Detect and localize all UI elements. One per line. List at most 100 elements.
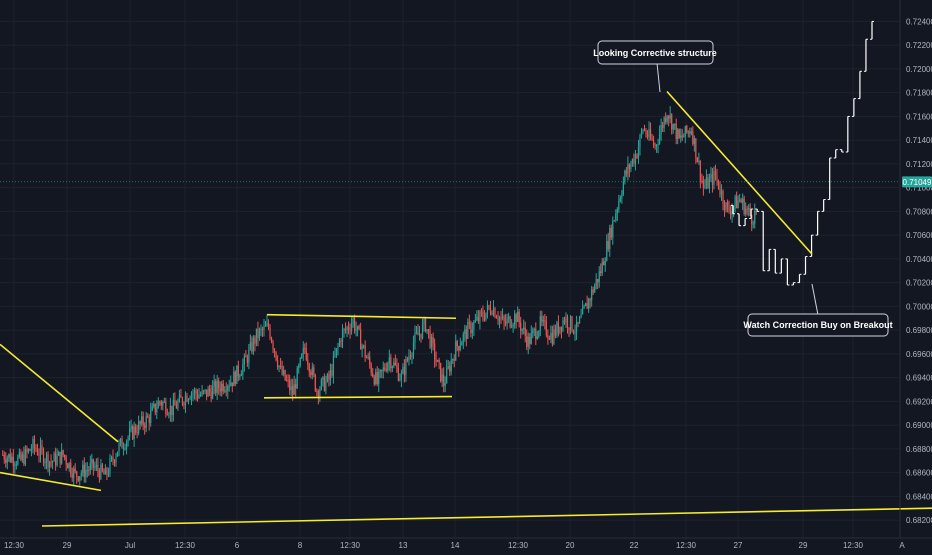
candle-body-bear [651, 137, 653, 141]
candle-body-bear [701, 180, 703, 182]
candle-body-bear [237, 365, 239, 377]
candle-body-bear [417, 332, 419, 336]
candle-body-bear [26, 448, 28, 452]
candle-body-bear [171, 405, 173, 416]
candle-body-bear [307, 359, 309, 365]
candle-body-bear [254, 337, 256, 344]
candle-body-bull [556, 322, 558, 336]
trendline-early-descending-resistance[interactable] [0, 343, 119, 443]
candle-body-bear [381, 370, 383, 372]
candle-body-bear [372, 373, 374, 377]
projection-bars [731, 20, 874, 286]
candle-body-bull [612, 220, 614, 238]
candle-body-bull [346, 327, 348, 331]
time-tick-label: 12:30 [843, 541, 864, 550]
candle-body-bull [56, 455, 58, 465]
candle-body-bull [104, 468, 107, 475]
trendline-triangle-upper[interactable] [266, 313, 457, 320]
candle-body-bull [559, 326, 561, 333]
time-tick-label: 22 [630, 541, 639, 550]
candle-body-bear [215, 381, 217, 393]
candle-body-bull [402, 366, 404, 374]
candle-body-bull [122, 448, 125, 450]
candle-body-bull [580, 314, 582, 318]
candle-body-bull [562, 320, 564, 331]
candle-body-bear [23, 454, 25, 465]
candle-body-bull [734, 196, 736, 206]
candle-body-bull [621, 194, 623, 199]
trendline-corrective-channel[interactable] [666, 90, 813, 255]
candle-body-bull [595, 279, 597, 286]
candle-body-bull [393, 362, 395, 367]
candle-body-bull [224, 390, 226, 392]
trendline-early-descending-support[interactable] [0, 471, 102, 492]
candle-body-bull [479, 311, 481, 322]
candle-body-bull [725, 202, 727, 211]
callout-bottom[interactable]: Watch Correction Buy on Breakout [743, 283, 893, 337]
candle-body-bear [675, 123, 677, 140]
candle-body-bull [618, 200, 620, 210]
candle-body-bull [462, 333, 464, 343]
candle-body-bear [331, 370, 333, 376]
candle-body-bull [731, 209, 733, 215]
candle-body-bull [189, 398, 191, 400]
candle-body-bear [304, 347, 306, 349]
candle-body-bull [542, 320, 544, 322]
candle-body-bear [397, 367, 399, 381]
candle-body-bull [461, 342, 463, 346]
candle-body-bull [604, 260, 606, 266]
candle-body-bull [138, 421, 140, 434]
time-tick-label: 20 [566, 541, 575, 550]
candle-body-bull [752, 223, 754, 225]
candle-body-bull [95, 464, 97, 467]
candle-body-bull [14, 465, 16, 467]
candle-body-bull [151, 406, 153, 411]
candle-body-bear [600, 271, 602, 274]
candle-body-bull [169, 405, 171, 415]
candle-body-bear [62, 450, 64, 455]
candle-body-bear [489, 307, 492, 314]
candle-body-bull [630, 164, 632, 170]
candle-body-bull [326, 374, 329, 382]
candle-body-bear [267, 322, 270, 328]
candle-body-bear [551, 332, 553, 344]
candle-body-bear [453, 359, 455, 361]
trendline-ascending-support[interactable] [41, 507, 932, 527]
trendline-triangle-lower[interactable] [263, 395, 453, 399]
candle-body-bear [429, 331, 431, 348]
candle-body-bear [64, 454, 66, 458]
candle-body-bear [281, 366, 283, 375]
candle-body-bear [743, 198, 745, 215]
candle-body-bull [341, 330, 344, 343]
candle-body-bull [319, 389, 321, 397]
time-axis[interactable]: 12:30 29 Jul 12:30 6 8 12:30 13 14 12:30 20 22 12:30… [4, 541, 905, 550]
candle-body-bull [591, 289, 593, 301]
candle-body-bull [278, 365, 280, 368]
candle-body-bull [606, 241, 608, 261]
candle-body-bull [666, 116, 668, 122]
candle-body-bear [597, 279, 599, 283]
candle-body-bull [414, 332, 416, 343]
candle-body-bull [212, 386, 214, 399]
candle-body-bull [532, 330, 534, 333]
candle-body-bull [663, 117, 665, 128]
candle-body-bull [631, 159, 634, 165]
time-tick-label: 12:30 [340, 541, 361, 550]
callout-top-box [597, 40, 714, 65]
candle-body-bear [103, 470, 105, 475]
candle-body-bull [527, 337, 529, 347]
callout-top[interactable]: Looking Corrective structure [593, 40, 717, 93]
candle-body-bear [65, 457, 67, 465]
candle-body-bull [530, 332, 532, 344]
candle-body-bear [751, 215, 753, 225]
candle-body-bull [677, 129, 679, 140]
candle-body-bull [230, 382, 232, 386]
candle-body-bull [748, 208, 750, 210]
candle-body-bull [213, 381, 215, 387]
